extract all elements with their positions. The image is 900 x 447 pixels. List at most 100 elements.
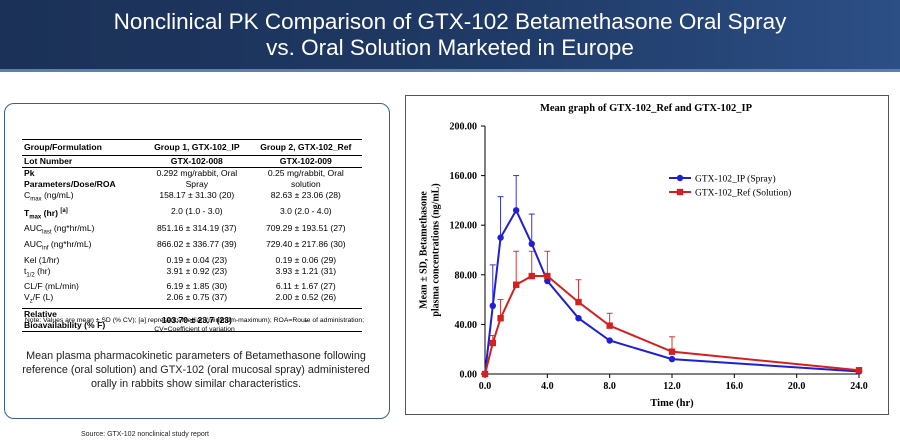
parameter-label-base: V — [24, 292, 30, 303]
parameter-label: Kel (1/hr) — [22, 255, 144, 266]
data-point-ref — [481, 370, 489, 378]
y-tick-label: 200.00 — [450, 122, 478, 133]
lot-label: Lot Number — [22, 155, 144, 168]
x-tick-label: 12.0 — [663, 381, 681, 392]
data-point-ref — [544, 272, 551, 280]
data-point-ip — [497, 234, 504, 241]
pk-parameters-table: Group/Formulation Group 1, GTX-102_IP Gr… — [22, 139, 362, 333]
parameter-label: AUCinf (ng*hr/mL) — [22, 239, 144, 255]
parameter-label-sub: z — [29, 299, 33, 306]
parameter-label-base: Kel (1/hr) — [24, 254, 60, 265]
parameter-value-g2: 2.00 ± 0.52 (26) — [275, 292, 337, 303]
parameter-label-sub: last — [42, 230, 52, 237]
parameter-value-g1: 2.0 (1.0 - 3.0) — [171, 205, 223, 216]
parameter-label-base: AUC — [24, 239, 43, 250]
dose-label: Pk Parameters/Dose/ROA — [22, 168, 144, 191]
dose-g1-line2: Spray — [185, 179, 209, 189]
table-row: Tmax (hr) [a] 2.0 (1.0 - 3.0) 3.0 (2.0 - 4… — [22, 206, 362, 224]
x-tick-label: 16.0 — [726, 381, 744, 392]
legend-marker — [676, 188, 684, 196]
table-row-dose: Pk Parameters/Dose/ROA 0.292 mg/rabbit, O… — [22, 168, 362, 191]
dose-g2: 0.25 mg/rabbit, Oral solution — [250, 168, 362, 191]
parameter-value-g2: 3.0 (2.0 - 4.0) — [280, 205, 332, 216]
parameter-label: t1/2 (hr) — [22, 266, 144, 282]
parameter-label: AUClast (ng*hr/mL) — [22, 223, 144, 239]
parameter-value-g2: 82.63 ± 23.06 (28) — [270, 190, 341, 200]
title-banner: Nonclinical PK Comparison of GTX-102 Bet… — [0, 0, 900, 72]
source-note: Source: GTX-102 nonclinical study report — [81, 431, 210, 438]
data-point-ref — [606, 322, 613, 329]
data-point-ip — [668, 355, 676, 363]
y-tick-label: 160.00 — [450, 171, 478, 182]
dose-label-line2: Parameters/Dose/ROA — [24, 179, 116, 189]
data-point-ref — [528, 272, 535, 280]
slide-title-line1: Nonclinical PK Comparison of GTX-102 Bet… — [113, 9, 787, 34]
x-tick-label: 24.0 — [850, 381, 868, 392]
parameter-value-g2: 709.29 ± 193.51 (27) — [265, 223, 346, 234]
table-row: AUClast (ng*hr/mL) 851.16 ± 314.19 (37) 70… — [22, 223, 362, 239]
header-cell-group: Group/Formulation — [22, 139, 144, 156]
x-tick-label: 0.0 — [479, 381, 492, 392]
chart-title: Mean graph of GTX-102_Ref and GTX-102_IP — [539, 103, 753, 114]
y-tick-label: 80.00 — [455, 270, 478, 281]
data-point-ip — [575, 315, 582, 322]
table-caption: Mean plasma pharmacokinetic parameters o… — [22, 350, 370, 390]
table-row: CL/F (mL/min) 6.19 ± 1.85 (30) 6.11 ± 1.67… — [22, 281, 362, 292]
dose-g2-line2: solution — [290, 179, 321, 189]
table-row: AUCinf (ng*hr/mL) 866.02 ± 336.77 (39) 729… — [22, 239, 362, 255]
dose-g2-line1: 0.25 mg/rabbit, Oral — [267, 168, 344, 178]
lot-g1: GTX-102-008 — [144, 155, 250, 168]
series-line-ip — [484, 208, 860, 375]
parameter-label-base: t — [24, 265, 27, 276]
data-point-ref — [497, 315, 504, 322]
table-header-row: Group/Formulation Group 1, GTX-102_IP Gr… — [22, 139, 362, 156]
table-row: t1/2 (hr) 3.91 ± 0.92 (23) 3.93 ± 1.21 (31… — [22, 266, 362, 282]
data-point-ref — [668, 348, 676, 355]
bioavailability-label-line2: Bioavailability (% F) — [24, 320, 106, 331]
parameter-label: CL/F (mL/min) — [22, 281, 144, 292]
parameter-label: Vz/F (L) — [22, 292, 144, 308]
series-line-ref — [484, 275, 860, 375]
parameter-label-rest: /F (L) — [32, 292, 54, 303]
banner-underline — [0, 69, 900, 72]
parameter-value-g1: 158.17 ± 31.30 (20) — [159, 190, 235, 200]
bioavailability-label-line1: Relative — [24, 309, 57, 320]
data-point-ip — [512, 207, 520, 214]
header-cell-group1: Group 1, GTX-102_IP — [144, 139, 250, 156]
pk-parameter-rows: Cmax (ng/mL) 158.17 ± 31.30 (20) 82.63 ± 2… — [22, 190, 362, 309]
dose-g1: 0.292 mg/rabbit, Oral Spray — [144, 168, 250, 191]
data-point-ref — [855, 367, 863, 374]
parameter-label-sup: [a] — [60, 207, 68, 214]
y-tick-label: 0.00 — [460, 370, 478, 381]
parameter-label-base: AUC — [24, 223, 43, 234]
bioavailability-g1: 103.70 ± 23.7 (23) — [144, 308, 250, 333]
parameter-value-g2: 6.11 ± 1.67 (27) — [275, 281, 336, 292]
table-row: Cmax (ng/mL) 158.17 ± 31.30 (20) 82.63 ± 2… — [22, 190, 362, 206]
header-cell-group2: Group 2, GTX-102_Ref — [249, 139, 362, 156]
parameter-value-g1: 866.02 ± 336.77 (39) — [156, 239, 237, 250]
bioavailability-label: Relative Bioavailability (% F) — [22, 308, 144, 333]
parameter-value-g2: 0.19 ± 0.06 (29) — [275, 254, 337, 265]
table-row-lot: Lot Number GTX-102-008 GTX-102-009 — [22, 155, 362, 168]
x-tick-label: 20.0 — [788, 381, 806, 392]
y-tick-label: 120.00 — [450, 221, 478, 232]
data-point-ip — [528, 240, 535, 247]
data-point-ref — [489, 339, 496, 347]
parameter-value-g1: 3.91 ± 0.92 (23) — [166, 265, 228, 276]
data-point-ip — [489, 302, 496, 309]
parameter-label: Tmax (hr) [a] — [22, 206, 144, 224]
parameter-label-rest: (hr) — [41, 207, 61, 218]
parameter-label-base: C — [24, 190, 31, 200]
parameter-label-base: CL/F (mL/min) — [24, 281, 79, 292]
slide-title-line2: vs. Oral Solution Marketed in Europe — [266, 35, 634, 60]
parameter-value-g2: 729.40 ± 217.86 (30) — [265, 239, 346, 250]
parameter-value-g1: 2.06 ± 0.75 (37) — [166, 292, 228, 303]
legend-label: GTX-102_Ref (Solution) — [695, 188, 791, 199]
dose-label-line1: Pk — [24, 168, 35, 178]
parameter-value-g1: 851.16 ± 314.19 (37) — [156, 223, 237, 234]
parameter-label-rest: (hr) — [34, 265, 51, 276]
data-point-ip — [544, 277, 551, 285]
table-row-bioavailability: Relative Bioavailability (% F) 103.70 ± 2… — [22, 308, 362, 333]
x-axis-label: Time (hr) — [650, 398, 694, 409]
